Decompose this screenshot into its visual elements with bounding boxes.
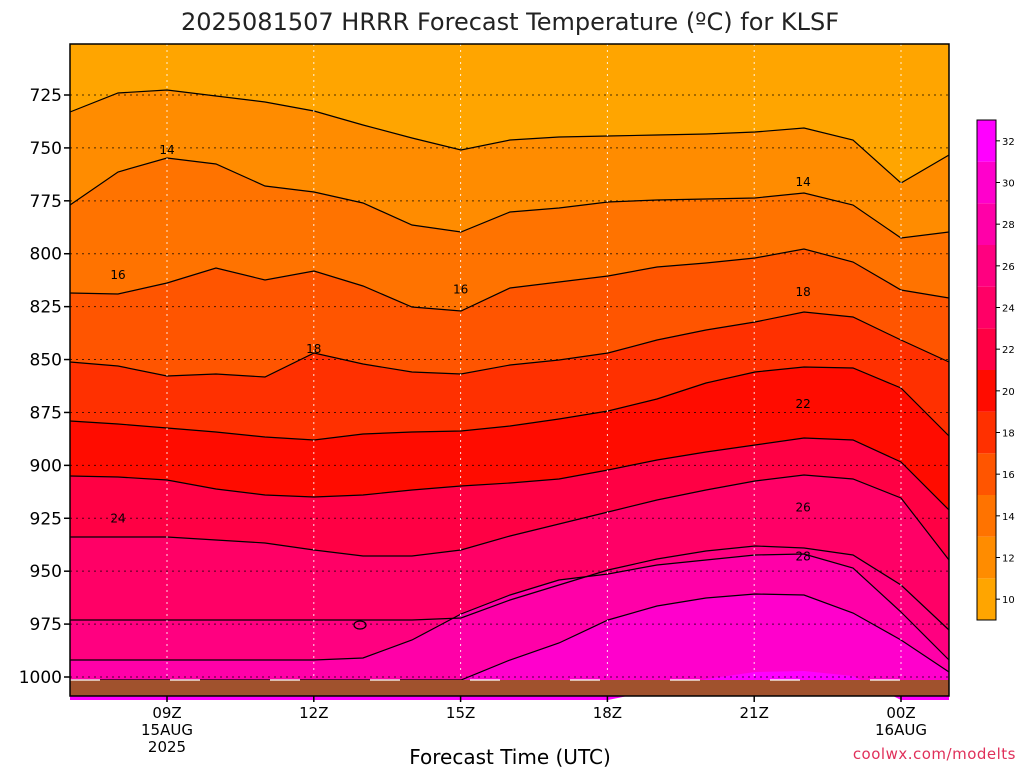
colorbar-swatch-10 xyxy=(977,578,996,620)
colorbar-swatch-14 xyxy=(977,495,996,537)
colorbar-tick-label-24: 24 xyxy=(1002,304,1015,315)
colorbar-swatch-30 xyxy=(977,161,996,204)
colorbar-tick-label-14: 14 xyxy=(1002,512,1015,523)
contour-12 xyxy=(69,89,950,184)
xtick-label-21-1: 21Z xyxy=(740,704,769,722)
x-axis-title: Forecast Time (UTC) xyxy=(409,745,611,768)
contour-22 xyxy=(69,437,950,511)
colorbar-swatch-32 xyxy=(977,120,996,162)
contour-label-4: 18 xyxy=(306,342,321,356)
colorbar: 10 12 14 16 18 20 22 24 26 28 30 32 xyxy=(976,119,1015,621)
contour-labels: 14 14 16 16 18 18 22 24 26 28 xyxy=(110,143,810,563)
xtick-label-18-1: 18Z xyxy=(593,704,622,722)
xtick-label-9-2: 15AUG xyxy=(141,721,193,739)
xtick-label-24-2: 16AUG xyxy=(875,721,927,739)
colorbar-tick-label-30: 30 xyxy=(1002,179,1015,190)
colorbar-swatch-26 xyxy=(977,245,996,287)
plot-frame xyxy=(69,43,950,697)
ytick-label-750: 750 xyxy=(30,139,62,159)
ytick-label-950: 950 xyxy=(30,562,62,582)
contour-20 xyxy=(69,366,950,441)
contour-14 xyxy=(69,157,950,239)
ytick-label-775: 775 xyxy=(30,192,62,212)
colorbar-swatch-24 xyxy=(977,286,996,329)
contour-label-2: 16 xyxy=(110,268,125,282)
plot-area: 14 14 16 16 18 18 22 24 26 28 xyxy=(69,43,950,700)
credit-text: coolwx.com/modelts xyxy=(853,745,1016,763)
contour-label-3: 16 xyxy=(453,283,468,297)
xtick-label-15-1: 15Z xyxy=(446,704,475,722)
colorbar-swatch-12 xyxy=(977,536,996,579)
contour-label-7: 24 xyxy=(110,511,125,525)
ground-layer xyxy=(70,679,949,696)
colorbar-tick-label-32: 32 xyxy=(1002,137,1015,148)
contour-label-0: 14 xyxy=(159,143,174,157)
ytick-label-825: 825 xyxy=(30,298,62,318)
colorbar-swatch-16 xyxy=(977,453,996,495)
colorbar-tick-label-20: 20 xyxy=(1002,387,1015,398)
colorbar-tick-label-22: 22 xyxy=(1002,345,1015,356)
ytick-label-925: 925 xyxy=(30,509,62,529)
xtick-label-9-1: 09Z xyxy=(152,704,181,722)
colorbar-tick-label-26: 26 xyxy=(1002,262,1015,273)
colorbar-frame xyxy=(976,119,997,621)
ytick-label-850: 850 xyxy=(30,351,62,371)
chart-title: 2025081507 HRRR Forecast Temperature (ºC… xyxy=(181,8,839,36)
grid-lines xyxy=(70,44,949,680)
colorbar-swatch-28 xyxy=(977,203,996,245)
ground-rect xyxy=(70,680,949,696)
ytick-label-1000: 1000 xyxy=(19,668,62,688)
y-axis: 725 750 775 800 825 850 875 900 925 950 975 1000 xyxy=(19,86,70,688)
contour-28 xyxy=(70,553,950,661)
contour-16 xyxy=(69,248,950,312)
colorbar-tick-label-18: 18 xyxy=(1002,429,1015,440)
ytick-label-875: 875 xyxy=(30,403,62,423)
colorbar-tick-label-12: 12 xyxy=(1002,554,1015,565)
contour-label-9: 28 xyxy=(795,549,810,563)
ytick-label-725: 725 xyxy=(30,86,62,106)
colorbar-tick-label-10: 10 xyxy=(1002,595,1015,606)
contour-24 xyxy=(70,474,950,561)
colorbar-tick-label-28: 28 xyxy=(1002,220,1015,231)
xtick-label-12-1: 12Z xyxy=(299,704,328,722)
colorbar-swatch-22 xyxy=(977,328,996,370)
contour-label-8: 26 xyxy=(795,501,810,515)
temperature-bands xyxy=(70,44,949,700)
contour-small-loop xyxy=(353,620,367,630)
contour-label-5: 18 xyxy=(795,285,810,299)
band-30 xyxy=(70,594,949,696)
colorbar-swatch-20 xyxy=(977,370,996,412)
contour-18 xyxy=(69,311,950,378)
colorbar-swatch-18 xyxy=(977,411,996,454)
ytick-label-800: 800 xyxy=(30,245,62,265)
ytick-label-975: 975 xyxy=(30,615,62,635)
ytick-label-900: 900 xyxy=(30,456,62,476)
contour-label-1: 14 xyxy=(795,175,810,189)
xtick-label-9-3: 2025 xyxy=(148,738,186,756)
colorbar-tick-label-16: 16 xyxy=(1002,470,1015,481)
xtick-label-24-1: 00Z xyxy=(886,704,915,722)
contour-label-6: 22 xyxy=(795,397,810,411)
contour-26 xyxy=(70,545,950,631)
